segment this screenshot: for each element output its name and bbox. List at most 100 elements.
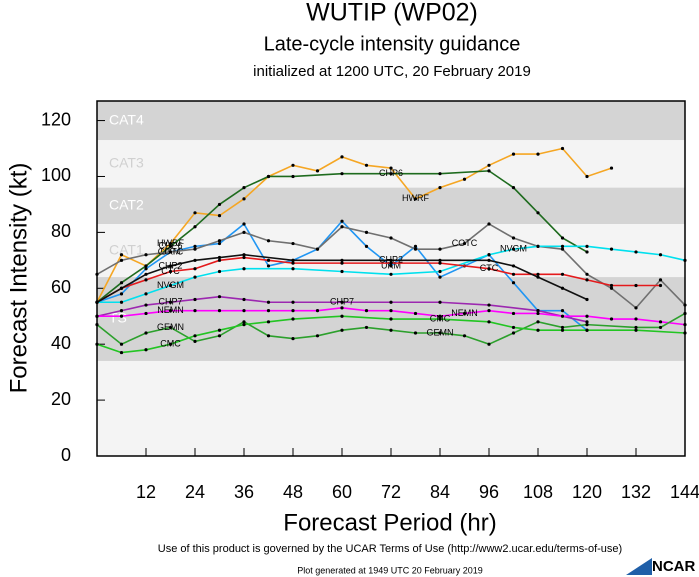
series-point: [585, 314, 589, 318]
y-tick-label: 20: [51, 389, 71, 409]
series-point: [242, 197, 246, 201]
category-band: [97, 187, 685, 224]
series-point: [536, 320, 540, 324]
series-point: [487, 258, 491, 262]
series-point: [487, 169, 491, 173]
x-tick-label: 12: [136, 482, 156, 502]
series-point: [389, 264, 393, 268]
series-point: [119, 350, 124, 355]
series-point: [291, 163, 295, 167]
series-point: [536, 211, 540, 215]
series-point: [242, 255, 246, 260]
series-point: [438, 186, 442, 190]
x-tick-label: 144: [670, 482, 699, 502]
band-label: CAT4: [109, 111, 144, 127]
series-point: [340, 258, 344, 262]
series-point: [144, 253, 148, 257]
y-tick-label: 80: [51, 221, 71, 241]
series-point: [438, 314, 442, 318]
series-point: [193, 334, 197, 338]
series-point: [560, 146, 565, 151]
series-point: [487, 267, 491, 271]
series-point: [193, 225, 197, 229]
series-point: [340, 225, 344, 229]
series-point: [609, 283, 614, 288]
series-point: [193, 258, 197, 262]
series-label: CTC: [161, 266, 180, 276]
series-point: [144, 311, 148, 316]
series-point: [119, 342, 124, 346]
series-point: [511, 186, 516, 190]
series-point: [511, 272, 516, 276]
series-point: [291, 300, 295, 304]
series-point: [266, 334, 271, 338]
series-point: [438, 247, 442, 251]
series-label: NVGM: [500, 244, 527, 254]
series-point: [585, 320, 589, 324]
series-point: [658, 283, 663, 288]
series-point: [144, 348, 148, 352]
series-point: [291, 336, 295, 341]
series-point: [193, 275, 197, 279]
series-point: [560, 286, 565, 290]
series-point: [144, 264, 148, 268]
series-point: [389, 172, 393, 176]
series-point: [119, 292, 124, 296]
series-point: [585, 174, 589, 179]
series-point: [389, 317, 393, 321]
series-label: NEMN: [157, 305, 184, 315]
series-point: [511, 331, 516, 335]
series-point: [168, 300, 173, 304]
series-point: [536, 328, 540, 332]
series-point: [119, 309, 124, 313]
series-point: [585, 272, 589, 276]
footer-generated: Plot generated at 1949 UTC 20 February 2…: [297, 565, 483, 575]
series-label: NVGM: [157, 280, 184, 290]
series-point: [119, 281, 124, 285]
series-point: [242, 186, 246, 190]
series-point: [242, 253, 246, 257]
x-tick-label: 132: [621, 482, 651, 502]
x-axis-label: Forecast Period (hr): [283, 509, 496, 536]
series-point: [634, 306, 638, 310]
series-point: [389, 328, 393, 332]
series-point: [658, 253, 663, 257]
series-point: [389, 236, 393, 240]
x-tick-label: 60: [332, 482, 352, 502]
series-point: [291, 241, 295, 246]
series-point: [634, 325, 638, 330]
series-point: [389, 300, 393, 304]
x-tick-label: 24: [185, 482, 205, 502]
series-point: [609, 317, 614, 321]
series-point: [144, 331, 148, 335]
series-point: [585, 297, 589, 302]
series-point: [634, 328, 638, 332]
series-point: [389, 166, 393, 170]
series-point: [560, 272, 565, 276]
series-point: [511, 311, 516, 316]
series-label: COTC: [158, 246, 184, 256]
series-point: [119, 253, 124, 257]
series-label: CHP2: [158, 260, 182, 270]
series-point: [144, 278, 148, 282]
series-point: [144, 292, 148, 296]
series-point: [438, 261, 442, 265]
series-point: [266, 309, 271, 313]
series-point: [193, 309, 197, 313]
plot-area: CAT4 CAT3 CAT2 CAT1 TS 0 20 40 60 80 100 120 12 24 36 4…: [41, 100, 699, 502]
logo-text: NCAR: [652, 558, 695, 575]
footer-terms: Use of this product is governed by the U…: [158, 543, 622, 555]
series-point: [560, 309, 565, 313]
series-point: [168, 283, 173, 288]
series-point: [487, 222, 491, 226]
series-point: [511, 325, 516, 330]
series-point: [462, 334, 467, 338]
series-point: [217, 202, 222, 207]
series-point: [266, 239, 271, 243]
series-point: [291, 317, 295, 321]
series-point: [168, 325, 173, 330]
series-point: [291, 261, 295, 265]
series-point: [266, 264, 271, 268]
series-line: [96, 253, 588, 303]
